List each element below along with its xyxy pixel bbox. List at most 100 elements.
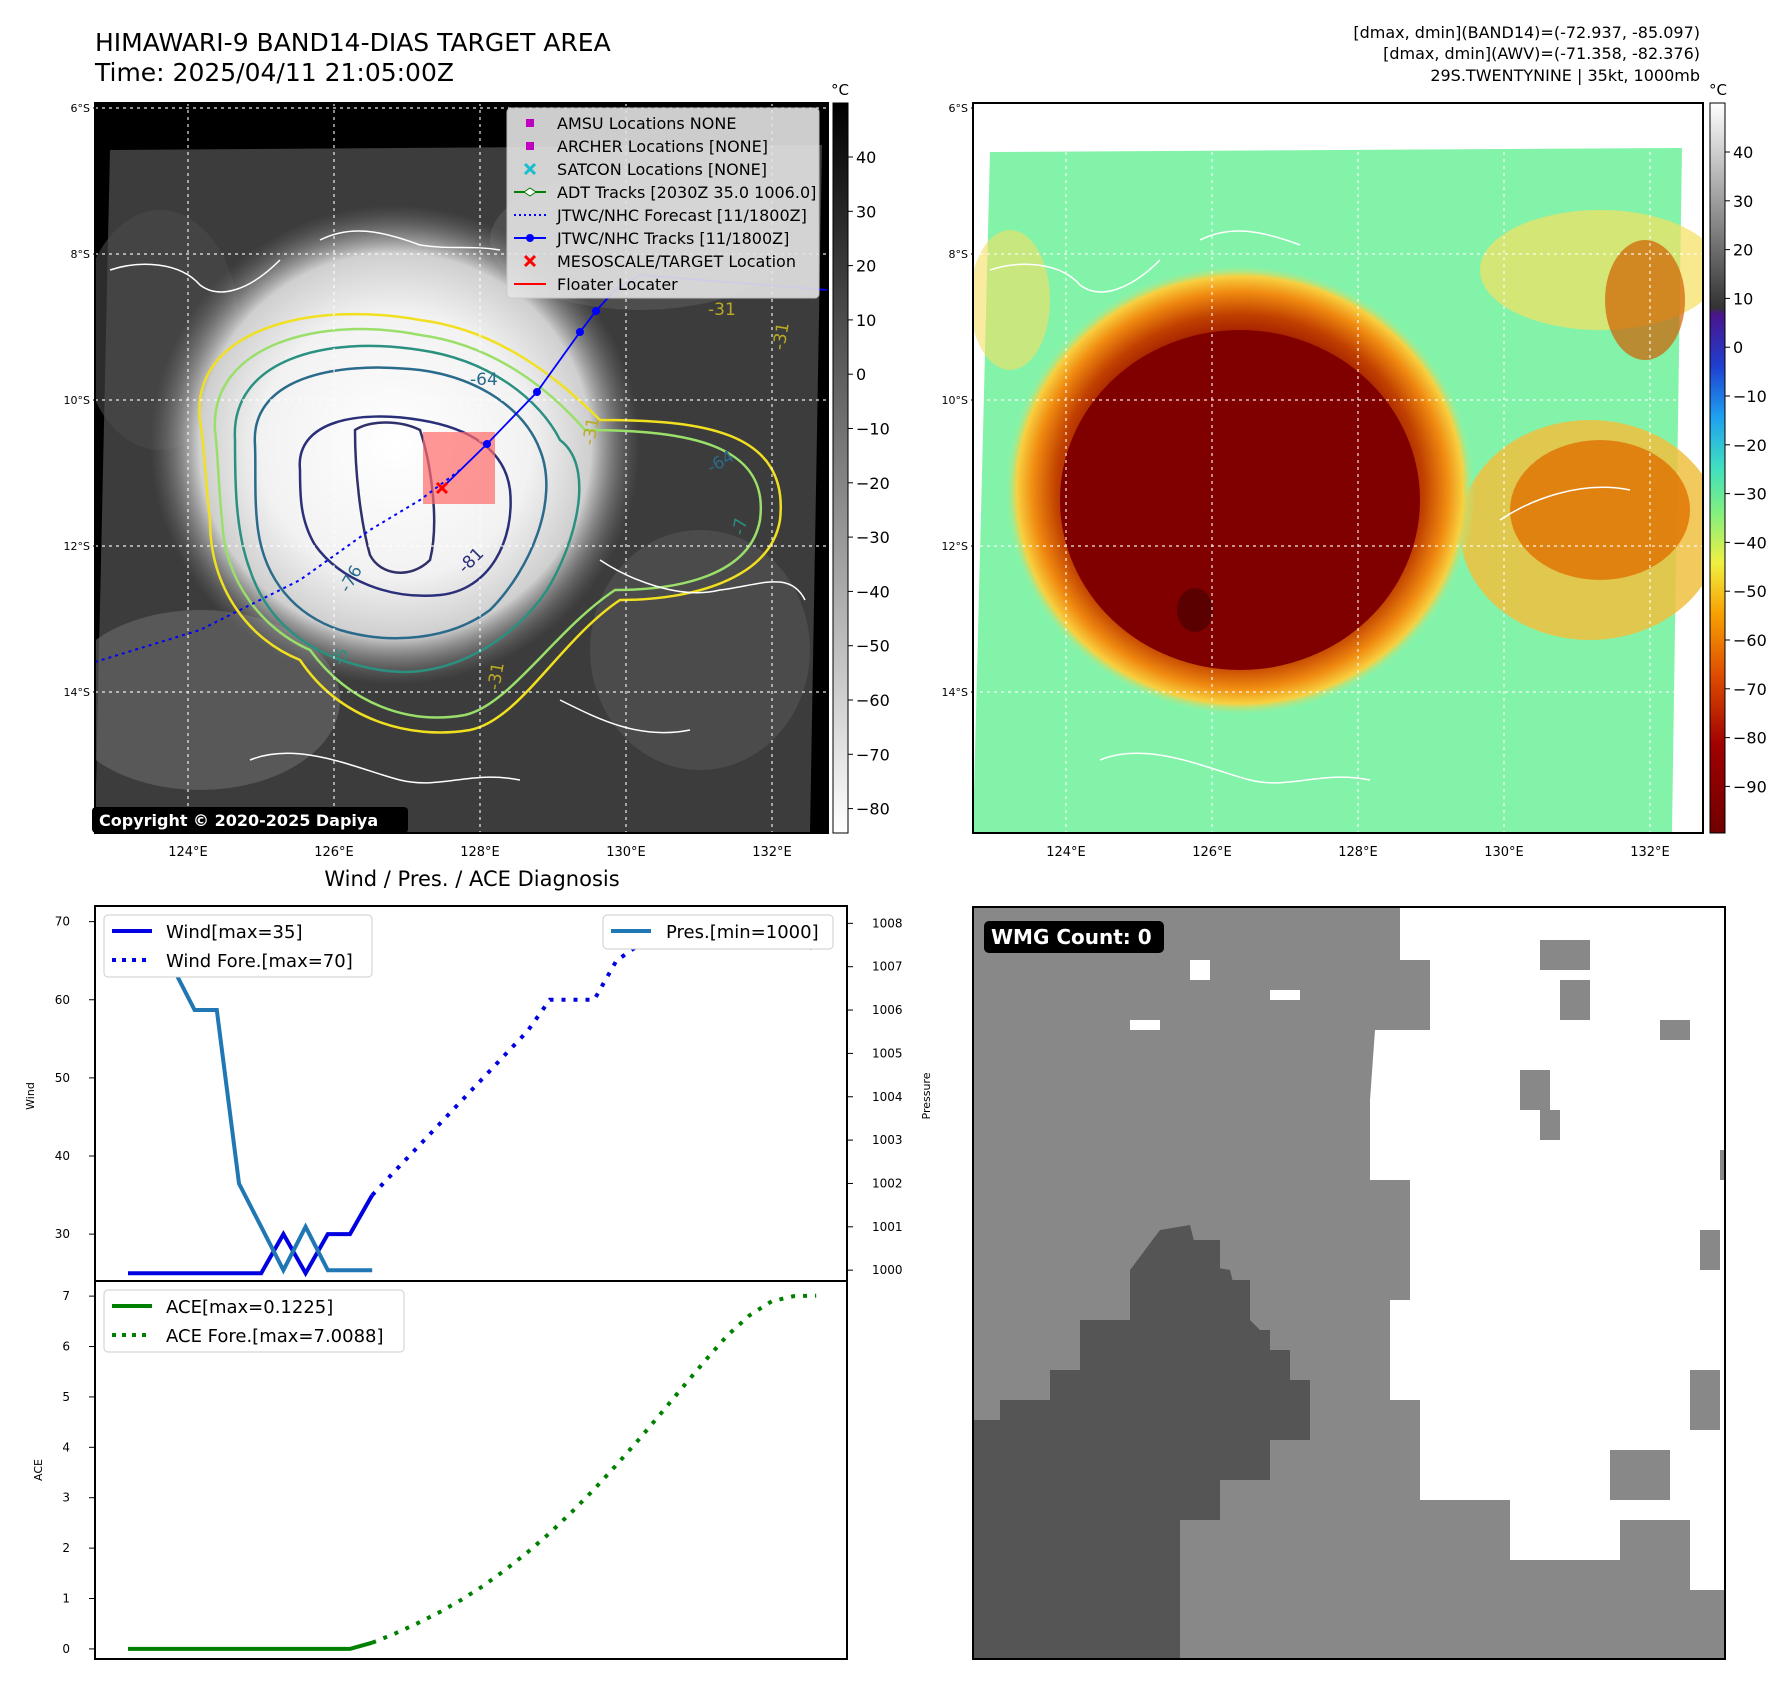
lat-label: 8°S <box>949 248 968 261</box>
colorbar-tick: 30 <box>856 202 876 221</box>
colorbar-tick: −20 <box>1733 436 1767 455</box>
series-line-0 <box>128 1194 374 1278</box>
contour-indigo <box>298 415 512 597</box>
colorbar-tick: −80 <box>856 800 890 819</box>
lat-label: 10°S <box>64 394 90 407</box>
ace-series-line-0 <box>128 1640 373 1651</box>
legend-pressure: Pres.[min=1000] <box>666 922 819 943</box>
legend-wind: Wind[max=35] <box>166 922 303 943</box>
wind-tick: 30 <box>55 1227 70 1241</box>
lon-label: 130°E <box>606 845 646 860</box>
info-storm: 29S.TWENTYNINE | 35kt, 1000mb <box>1430 66 1700 85</box>
colorbar-tick: 10 <box>856 311 876 330</box>
colorbar-color: °C 40 30 20 10 0 −10 −20 −30 −40 −50 −60 −70 −80 −90 <box>1709 81 1767 834</box>
colorbar-color-unit: °C <box>1709 81 1727 99</box>
coastline <box>109 230 806 784</box>
target-marker <box>435 481 449 495</box>
ace-tick: 3 <box>62 1491 70 1505</box>
diagnosis-title: Wind / Pres. / ACE Diagnosis <box>324 867 619 891</box>
lon-label: 124°E <box>168 845 208 860</box>
lat-label: 8°S <box>71 248 90 261</box>
colorbar-tick: 20 <box>856 257 876 276</box>
colorbar-tick: −70 <box>856 745 890 764</box>
contour-label: -31 <box>579 416 604 447</box>
lat-label: 6°S <box>71 102 90 115</box>
pressure-tick: 1002 <box>872 1176 903 1190</box>
wmg-dark-region-top <box>1130 1225 1270 1340</box>
ace-chart: 0 1 2 3 4 5 6 7 ACE ACE[max=0.1225] ACE Fore.[m… <box>32 1280 848 1660</box>
pressure-tick: 1005 <box>872 1046 903 1060</box>
colorbar-tick: 30 <box>1733 192 1753 211</box>
colorbar-tick: 10 <box>1733 289 1753 308</box>
legend-label: ARCHER Locations [NONE] <box>557 137 768 156</box>
info-awv: [dmax, dmin](AWV)=(-71.358, -82.376) <box>1383 44 1700 63</box>
copyright-box <box>92 807 408 833</box>
wmg-dark-region <box>973 1230 1310 1659</box>
legend-label: JTWC/NHC Forecast [11/1800Z] <box>556 206 807 225</box>
coastline-awv <box>989 230 1631 784</box>
colorbar-tick: −30 <box>1733 485 1767 504</box>
jtwc-track-points <box>483 307 600 448</box>
contour-darkteal <box>253 366 548 640</box>
legend-item: MESOSCALE/TARGET Location <box>523 252 796 271</box>
wind-tick: 50 <box>55 1071 70 1085</box>
pressure-tick: 1007 <box>872 960 903 974</box>
colorbar-tick: −50 <box>1733 582 1767 601</box>
contour-label: -31 <box>708 300 736 320</box>
lat-label: 12°S <box>942 540 968 553</box>
colorbar-tick: −40 <box>856 582 890 601</box>
contour-lightgreen <box>213 327 763 719</box>
colorbar-tick: −40 <box>1733 533 1767 552</box>
info-band14: [dmax, dmin](BAND14)=(-72.937, -85.097) <box>1353 23 1700 42</box>
lat-label: 6°S <box>949 102 968 115</box>
pressure-axis-label: Pressure <box>920 1072 933 1119</box>
wind-tick: 70 <box>55 915 70 929</box>
lat-label: 10°S <box>942 394 968 407</box>
map-legend: AMSU Locations NONE ARCHER Locations [NON… <box>506 107 820 299</box>
legend-wind-forecast: Wind Fore.[max=70] <box>166 951 353 972</box>
lon-label: 130°E <box>1484 845 1524 860</box>
colorbar-tick: −20 <box>856 474 890 493</box>
ace-tick: 5 <box>62 1390 70 1404</box>
lon-label: 128°E <box>1338 845 1378 860</box>
pres-legend: Pres.[min=1000] <box>602 914 834 950</box>
legend-label: Floater Locater <box>557 275 678 294</box>
contour-label: -31 <box>769 321 794 352</box>
wmg-white-blocks <box>1130 960 1300 1030</box>
band14-map: -64 -76 -81 -64 -31 -31 -31 -7 -5 -31 Co… <box>92 102 829 834</box>
ace-tick: 1 <box>62 1592 70 1606</box>
colorbar-gray: °C 40 30 20 10 0 −10 −20 −30 −40 −50 −60 −70 −80 <box>831 81 890 834</box>
colorbar-tick: −90 <box>1733 777 1767 796</box>
contour-label: -7 <box>729 516 752 536</box>
wind-tick: 60 <box>55 993 70 1007</box>
legend-item: SATCON Locations [NONE] <box>523 160 767 179</box>
colorbar-tick: −80 <box>1733 729 1767 748</box>
legend-ace: ACE[max=0.1225] <box>166 1297 333 1318</box>
lat-label: 14°S <box>942 686 968 699</box>
ace-tick: 7 <box>62 1289 70 1303</box>
lon-label: 124°E <box>1046 845 1086 860</box>
contour-label: -64 <box>470 370 498 390</box>
awv-map <box>972 102 1704 834</box>
wmg-blocks <box>1520 940 1725 1500</box>
legend-label: MESOSCALE/TARGET Location <box>557 252 796 271</box>
legend-label: SATCON Locations [NONE] <box>557 160 767 179</box>
ace-axis-label: ACE <box>32 1459 45 1481</box>
lat-label: 14°S <box>64 686 90 699</box>
ace-tick: 6 <box>62 1340 70 1354</box>
lon-label: 126°E <box>1192 845 1232 860</box>
colorbar-tick: 0 <box>1733 338 1743 357</box>
colorbar-tick: −10 <box>1733 387 1767 406</box>
legend-item: JTWC/NHC Tracks [11/1800Z] <box>514 229 789 248</box>
ace-tick: 0 <box>62 1642 70 1656</box>
wmg-panel: WMG Count: 0 <box>972 906 1726 1660</box>
contour-inner <box>353 421 436 574</box>
wmg-count: WMG Count: 0 <box>991 925 1152 949</box>
pressure-tick: 1006 <box>872 1003 903 1017</box>
pressure-tick: 1003 <box>872 1133 903 1147</box>
colorbar-tick: −50 <box>856 637 890 656</box>
colorbar-tick: 20 <box>1733 241 1753 260</box>
legend-item: ARCHER Locations [NONE] <box>526 137 768 156</box>
pressure-tick: 1001 <box>872 1220 903 1234</box>
